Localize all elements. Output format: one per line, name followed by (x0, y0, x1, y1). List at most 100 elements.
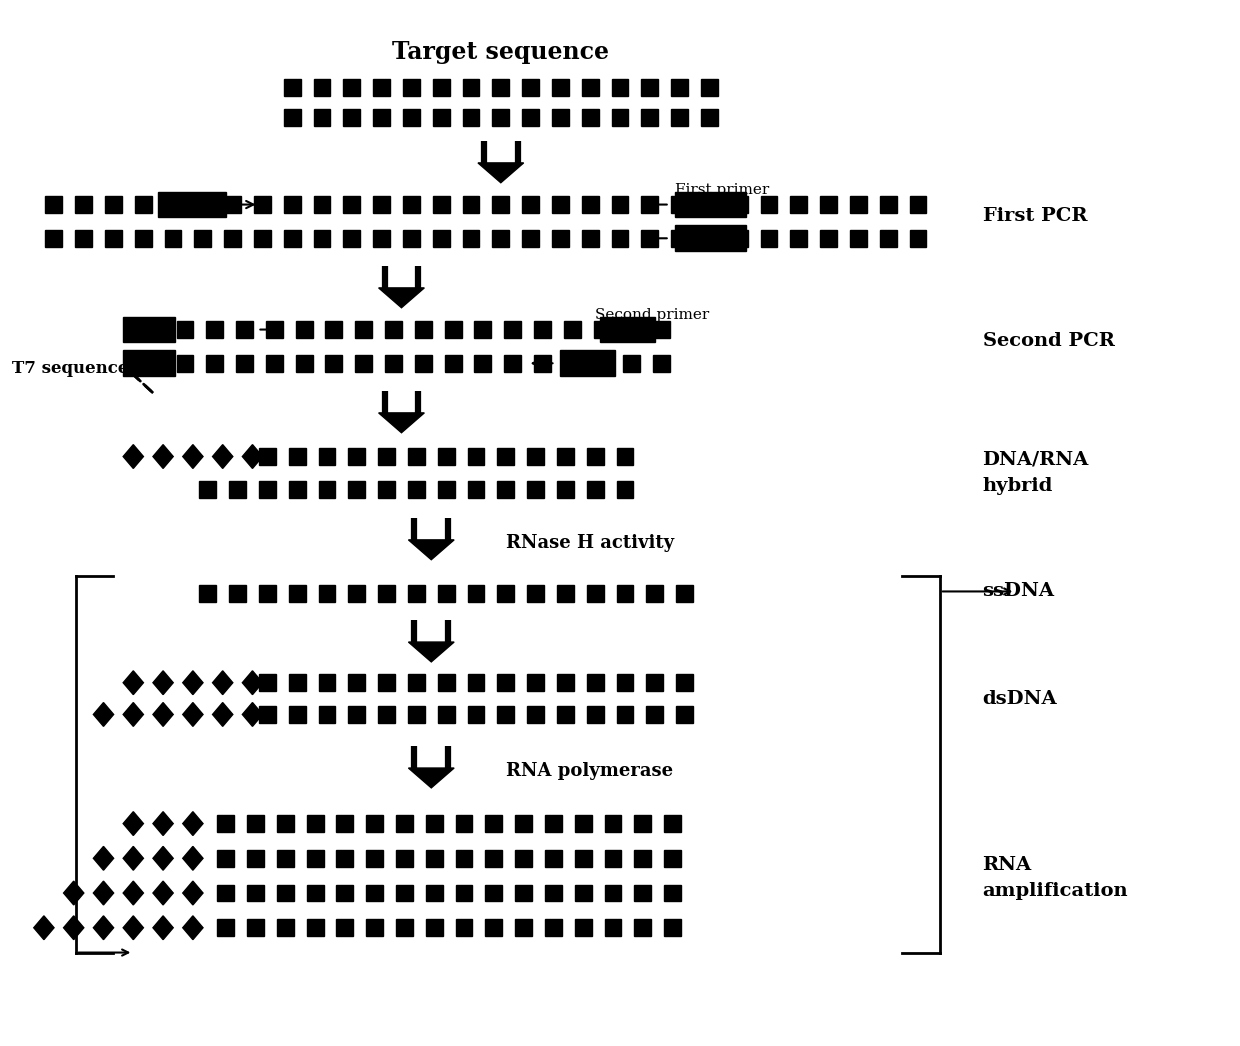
Bar (378, 585, 396, 601)
Bar (348, 448, 366, 465)
Bar (373, 230, 391, 247)
Bar (306, 885, 324, 902)
Bar (176, 321, 193, 338)
Bar (546, 919, 562, 936)
Bar (433, 79, 450, 96)
Bar (641, 79, 658, 96)
Bar (366, 815, 383, 832)
Bar (366, 919, 383, 936)
Bar (123, 350, 175, 377)
Text: RNA
amplification: RNA amplification (982, 856, 1128, 901)
Bar (403, 197, 420, 213)
Bar (594, 355, 610, 371)
Bar (325, 321, 342, 338)
Bar (522, 79, 539, 96)
Bar (277, 849, 294, 867)
Polygon shape (182, 881, 203, 905)
Polygon shape (93, 703, 114, 726)
Bar (485, 849, 502, 867)
Bar (527, 448, 544, 465)
Bar (467, 585, 485, 601)
Bar (289, 706, 305, 723)
Polygon shape (212, 703, 233, 726)
Bar (348, 706, 366, 723)
Polygon shape (153, 916, 174, 939)
Bar (408, 675, 425, 691)
Bar (467, 448, 485, 465)
Bar (653, 355, 670, 371)
Bar (676, 585, 693, 601)
Bar (408, 585, 425, 601)
Bar (295, 321, 312, 338)
Bar (505, 355, 521, 371)
Bar (438, 675, 455, 691)
Bar (497, 585, 515, 601)
Bar (403, 109, 420, 126)
Polygon shape (123, 881, 144, 905)
Bar (247, 885, 264, 902)
Bar (582, 79, 599, 96)
Bar (425, 885, 443, 902)
Bar (319, 481, 336, 498)
Bar (587, 585, 604, 601)
Polygon shape (378, 288, 424, 308)
Bar (849, 197, 867, 213)
Bar (611, 79, 629, 96)
Bar (455, 815, 472, 832)
Bar (343, 109, 361, 126)
Bar (635, 885, 651, 902)
Bar (611, 109, 629, 126)
Bar (552, 79, 569, 96)
Bar (46, 230, 62, 247)
Bar (259, 675, 275, 691)
Bar (284, 230, 300, 247)
Bar (265, 355, 283, 371)
Bar (497, 675, 515, 691)
Bar (467, 675, 485, 691)
Text: Second primer: Second primer (595, 308, 709, 321)
Bar (600, 317, 655, 342)
Polygon shape (408, 768, 454, 788)
Bar (325, 355, 342, 371)
Bar (289, 481, 305, 498)
Bar (641, 197, 658, 213)
Bar (527, 675, 544, 691)
Bar (557, 675, 574, 691)
Bar (492, 79, 510, 96)
Polygon shape (477, 163, 523, 183)
Bar (665, 815, 681, 832)
Bar (277, 815, 294, 832)
Bar (594, 321, 610, 338)
Bar (616, 675, 634, 691)
Polygon shape (242, 703, 263, 726)
Bar (386, 355, 402, 371)
Polygon shape (153, 445, 174, 469)
Bar (319, 448, 336, 465)
Bar (527, 706, 544, 723)
Bar (217, 885, 234, 902)
Bar (438, 585, 455, 601)
Bar (343, 230, 361, 247)
Bar (295, 355, 312, 371)
Bar (467, 706, 485, 723)
Bar (505, 321, 521, 338)
Bar (575, 919, 591, 936)
Bar (701, 79, 718, 96)
Bar (582, 109, 599, 126)
Bar (646, 706, 663, 723)
Bar (463, 230, 480, 247)
Polygon shape (408, 642, 454, 662)
Bar (195, 197, 211, 213)
Bar (575, 885, 591, 902)
Bar (557, 706, 574, 723)
Bar (467, 481, 485, 498)
Bar (76, 197, 92, 213)
Bar (247, 815, 264, 832)
Bar (284, 79, 300, 96)
Polygon shape (153, 670, 174, 695)
Bar (557, 585, 574, 601)
Polygon shape (153, 846, 174, 870)
Bar (438, 448, 455, 465)
Text: First primer: First primer (675, 183, 769, 197)
Bar (135, 197, 151, 213)
